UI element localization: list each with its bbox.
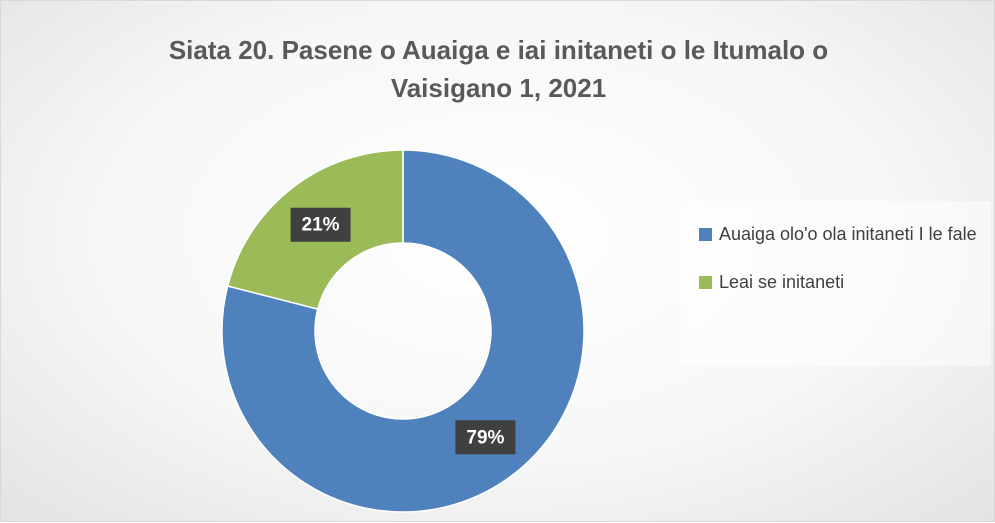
legend-entry: Leai se initaneti: [691, 267, 989, 297]
legend-entry: Auaiga olo'o ola initaneti I le fale: [691, 219, 989, 249]
legend-label: Auaiga olo'o ola initaneti I le fale: [719, 224, 977, 244]
data-label-box: [455, 420, 516, 455]
legend-swatch: [699, 276, 712, 289]
chart-title: Siata 20. Pasene o Auaiga e iai initanet…: [168, 35, 829, 103]
legend: Auaiga olo'o ola initaneti I le fale Leai…: [681, 201, 991, 366]
data-label: 21%: [302, 215, 340, 236]
legend-swatch: [699, 228, 712, 241]
legend-label: Leai se initaneti: [719, 272, 845, 292]
data-label-box: [290, 207, 351, 242]
data-label: 79%: [466, 427, 504, 448]
